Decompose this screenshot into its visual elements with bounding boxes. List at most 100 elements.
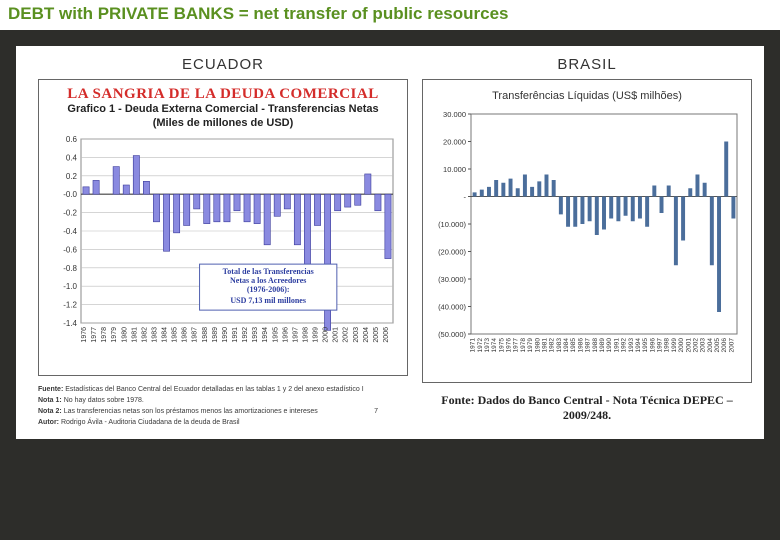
brasil-country-label: BRASIL: [422, 56, 752, 73]
svg-text:1986: 1986: [577, 338, 584, 353]
svg-text:1996: 1996: [282, 327, 289, 343]
svg-text:2002: 2002: [692, 338, 699, 353]
ecuador-bar-chart: -1.4-1.2-1.0-0.8-0.6-0.4-0.2-0.00.20.40.…: [47, 131, 399, 371]
svg-text:1976: 1976: [506, 338, 513, 353]
svg-text:1978: 1978: [520, 338, 527, 353]
ecuador-subtitle-1: Grafico 1 - Deuda Externa Comercial - Tr…: [47, 103, 399, 117]
svg-text:1994: 1994: [262, 327, 269, 343]
svg-text:1989: 1989: [212, 327, 219, 343]
svg-text:1980: 1980: [534, 338, 541, 353]
svg-text:1993: 1993: [628, 338, 635, 353]
svg-text:1981: 1981: [131, 327, 138, 343]
svg-text:1995: 1995: [642, 338, 649, 353]
svg-text:(20.000): (20.000): [438, 248, 466, 257]
ecuador-chart-box: LA SANGRIA DE LA DEUDA COMERCIAL Grafico…: [38, 79, 408, 376]
charts-row: ECUADOR LA SANGRIA DE LA DEUDA COMERCIAL…: [16, 46, 764, 438]
svg-text:1972: 1972: [477, 338, 484, 353]
brasil-bar-chart: (50.000)(40.000)(30.000)(20.000)(10.000)…: [431, 108, 743, 378]
page-title: DEBT with PRIVATE BANKS = net transfer o…: [0, 0, 780, 30]
svg-text:1971: 1971: [470, 338, 477, 353]
svg-text:1983: 1983: [151, 327, 158, 343]
ecuador-country-label: ECUADOR: [38, 56, 408, 73]
svg-text:0.6: 0.6: [66, 135, 78, 144]
svg-text:1996: 1996: [649, 338, 656, 353]
svg-text:1975: 1975: [498, 338, 505, 353]
svg-text:1982: 1982: [141, 327, 148, 343]
svg-text:2007: 2007: [728, 338, 735, 353]
svg-text:2003: 2003: [700, 338, 707, 353]
svg-text:1991: 1991: [232, 327, 239, 343]
fuente-label: Fuente:: [38, 386, 63, 393]
svg-text:1987: 1987: [192, 327, 199, 343]
nota2-text: Las transferencias netas son los préstam…: [64, 408, 318, 415]
ecuador-panel: ECUADOR LA SANGRIA DE LA DEUDA COMERCIAL…: [38, 56, 408, 428]
svg-text:2004: 2004: [707, 338, 714, 353]
svg-text:1985: 1985: [172, 327, 179, 343]
svg-text:(1976-2006):: (1976-2006):: [247, 285, 290, 294]
nota1-text: No hay datos sobre 1978.: [64, 397, 144, 404]
svg-text:1977: 1977: [91, 327, 98, 343]
svg-text:Total de las Transferencias: Total de las Transferencias: [223, 267, 314, 276]
ecuador-footnotes: Fuente: Estadísticas del Banco Central d…: [38, 384, 408, 429]
nota2-label: Nota 2:: [38, 408, 62, 415]
svg-text:2001: 2001: [333, 327, 340, 343]
nota1-label: Nota 1:: [38, 397, 62, 404]
svg-text:-1.2: -1.2: [63, 300, 77, 309]
svg-text:0.2: 0.2: [66, 172, 78, 181]
svg-text:1979: 1979: [111, 327, 118, 343]
svg-text:2006: 2006: [721, 338, 728, 353]
svg-text:1994: 1994: [635, 338, 642, 353]
svg-text:1974: 1974: [491, 338, 498, 353]
svg-text:1997: 1997: [292, 327, 299, 343]
svg-text:1997: 1997: [657, 338, 664, 353]
autor-label: Autor:: [38, 419, 59, 426]
svg-text:-1.4: -1.4: [63, 319, 77, 328]
svg-text:1981: 1981: [541, 338, 548, 353]
svg-text:20.000: 20.000: [443, 138, 466, 147]
svg-text:30.000: 30.000: [443, 110, 466, 119]
svg-text:1987: 1987: [585, 338, 592, 353]
svg-text:0.4: 0.4: [66, 153, 78, 162]
svg-text:1990: 1990: [222, 327, 229, 343]
fuente-text: Estadísticas del Banco Central del Ecuad…: [65, 386, 363, 393]
ecuador-hero-title: LA SANGRIA DE LA DEUDA COMERCIAL: [47, 86, 399, 103]
svg-text:(50.000): (50.000): [438, 330, 466, 339]
svg-text:1983: 1983: [556, 338, 563, 353]
svg-text:1989: 1989: [599, 338, 606, 353]
svg-text:2005: 2005: [373, 327, 380, 343]
svg-text:-0.0: -0.0: [63, 190, 77, 199]
svg-text:1976: 1976: [81, 327, 88, 343]
svg-text:2001: 2001: [685, 338, 692, 353]
svg-text:1990: 1990: [606, 338, 613, 353]
svg-text:1984: 1984: [563, 338, 570, 353]
svg-text:1998: 1998: [664, 338, 671, 353]
brasil-panel: BRASIL Transferências Líquidas (US$ milh…: [422, 56, 752, 428]
svg-text:1993: 1993: [252, 327, 259, 343]
svg-text:1992: 1992: [242, 327, 249, 343]
svg-text:10.000: 10.000: [443, 165, 466, 174]
svg-text:2000: 2000: [678, 338, 685, 353]
page-number: 7: [374, 406, 378, 417]
svg-text:2003: 2003: [353, 327, 360, 343]
svg-text:1995: 1995: [272, 327, 279, 343]
svg-text:-0.2: -0.2: [63, 208, 77, 217]
svg-text:2000: 2000: [323, 327, 330, 343]
svg-text:1986: 1986: [182, 327, 189, 343]
svg-text:1979: 1979: [527, 338, 534, 353]
svg-text:-0.8: -0.8: [63, 264, 77, 273]
svg-text:1980: 1980: [121, 327, 128, 343]
svg-text:(40.000): (40.000): [438, 303, 466, 312]
svg-text:1992: 1992: [621, 338, 628, 353]
svg-text:1999: 1999: [671, 338, 678, 353]
svg-text:2005: 2005: [714, 338, 721, 353]
svg-text:1973: 1973: [484, 338, 491, 353]
svg-text:1977: 1977: [513, 338, 520, 353]
svg-text:1982: 1982: [549, 338, 556, 353]
svg-text:1999: 1999: [313, 327, 320, 343]
svg-text:1991: 1991: [613, 338, 620, 353]
svg-text:-: -: [464, 193, 467, 202]
ecuador-subtitle-2: (Miles de millones de USD): [47, 117, 399, 131]
svg-text:2006: 2006: [383, 327, 390, 343]
svg-text:Netas a los Acreedores: Netas a los Acreedores: [230, 276, 306, 285]
svg-text:1998: 1998: [302, 327, 309, 343]
